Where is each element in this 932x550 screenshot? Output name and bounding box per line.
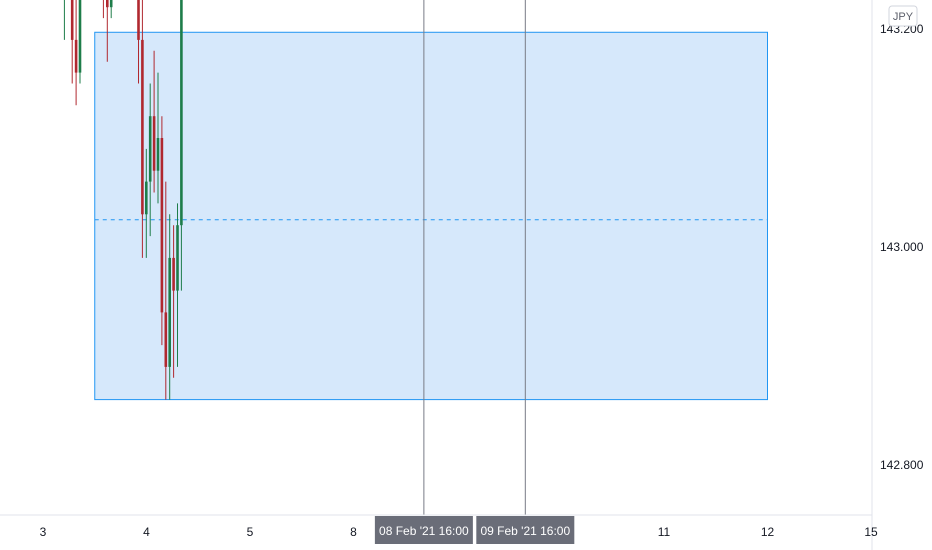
candle-body	[168, 257, 171, 367]
candle-body	[180, 0, 183, 226]
time-tick-label: 8	[350, 525, 357, 539]
candle-body	[145, 181, 148, 215]
candle-body	[141, 39, 144, 215]
currency-button[interactable]: JPY	[888, 5, 918, 27]
time-label-text: 09 Feb '21 16:00	[480, 524, 570, 538]
candle-body	[137, 0, 140, 40]
candle-body	[176, 225, 179, 291]
price-axis[interactable]	[872, 0, 932, 515]
candle-body	[74, 39, 78, 73]
time-tick-label: 3	[40, 525, 47, 539]
time-tick-label: 11	[658, 525, 671, 539]
candles-layer	[63, 0, 183, 400]
time-label-text: 08 Feb '21 16:00	[379, 524, 469, 538]
candle-body	[160, 138, 164, 313]
zones-layer	[94, 31, 768, 401]
time-label-box	[374, 516, 473, 544]
candle-body	[156, 138, 160, 171]
price-tick-label: 143.000	[880, 240, 924, 254]
time-tick-label: 12	[761, 525, 775, 539]
price-tick-label: 142.800	[880, 458, 924, 472]
candle-body	[70, 0, 74, 40]
currency-label: JPY	[893, 11, 914, 23]
candle-body	[106, 0, 109, 8]
candle-body	[152, 116, 156, 171]
lower-demand-zone	[94, 31, 768, 401]
time-label-box	[476, 516, 575, 544]
time-tick-label: 5	[247, 525, 254, 539]
candle-body	[78, 0, 82, 73]
candle-body	[148, 116, 152, 182]
candle-body	[109, 0, 113, 8]
time-tick-label: 4	[143, 525, 150, 539]
time-axis-ticks: 3 4 5 8 11 12 15	[40, 525, 878, 539]
time-tick-label: 15	[864, 525, 878, 539]
crosshair-lines	[423, 0, 526, 515]
candle-body	[172, 257, 175, 291]
candle-body	[164, 312, 168, 367]
time-labels: 08 Feb '21 16:00 09 Feb '21 16:00	[374, 516, 575, 544]
